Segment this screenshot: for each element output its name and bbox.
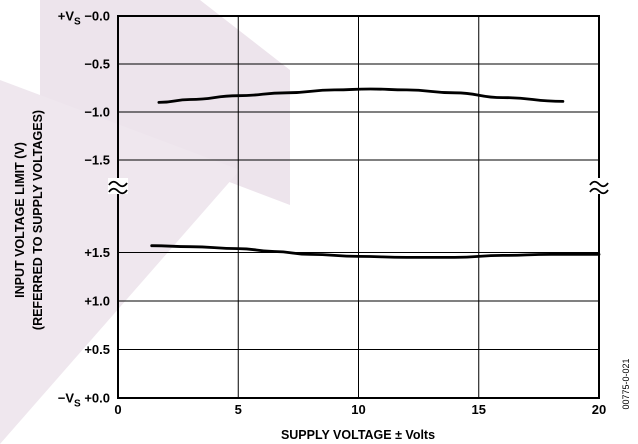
- y-tick-label-upper: −1.0: [84, 105, 110, 120]
- axis-break-mark: [108, 187, 128, 195]
- y-tick-label-lower: −VS +0.0: [58, 391, 110, 410]
- axis-break-mark: [108, 180, 128, 188]
- x-tick-label: 15: [472, 402, 486, 417]
- plot-area: [108, 15, 609, 399]
- x-tick-label: 0: [114, 402, 121, 417]
- grid: [117, 15, 600, 399]
- y-tick-label-lower: +1.0: [84, 294, 110, 309]
- x-axis-title: SUPPLY VOLTAGE ± Volts: [281, 428, 435, 442]
- axis-break-mark: [589, 180, 609, 188]
- y-tick-label-upper: −0.5: [84, 57, 110, 72]
- axis-break-mark: [589, 187, 609, 195]
- y-axis-title-line1: INPUT VOLTAGE LIMIT (V): [13, 142, 27, 298]
- y-tick-label-lower: +0.5: [84, 342, 110, 357]
- x-tick-label: 20: [592, 402, 606, 417]
- x-tick-label: 10: [351, 402, 365, 417]
- upper-limit-curve: [157, 87, 565, 104]
- y-tick-label-lower: +1.5: [84, 245, 110, 260]
- x-tick-labels: 0 5 10 15 20: [114, 402, 606, 417]
- lower-limit-curve: [150, 244, 601, 259]
- watermark-shape-bottom: [0, 80, 240, 444]
- y-tick-labels: +VS −0.0 −0.5 −1.0 −1.5 +1.5 +1.0 +0.5 −VS +0.0: [58, 9, 110, 410]
- y-tick-label-upper: +VS −0.0: [58, 9, 110, 28]
- y-tick-label-upper: −1.5: [84, 153, 110, 168]
- plot-frame: [117, 15, 600, 399]
- x-tick-label: 5: [235, 402, 242, 417]
- axis-breaks: [108, 178, 609, 195]
- figure-id: 00775-0-021: [621, 358, 631, 409]
- y-axis-title-line2: (REFERRED TO SUPPLY VOLTAGES): [31, 110, 45, 330]
